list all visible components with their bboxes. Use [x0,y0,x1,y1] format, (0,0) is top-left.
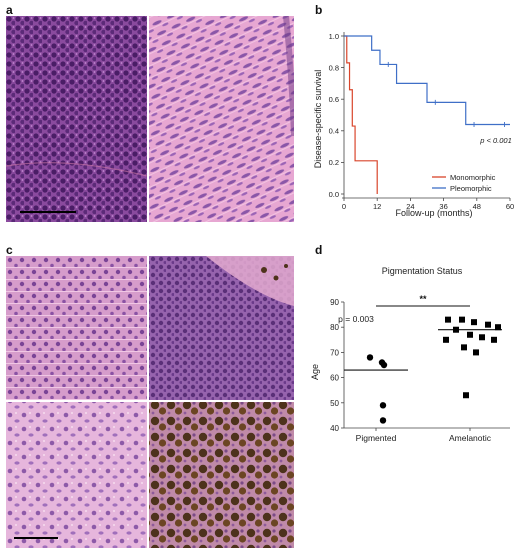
a-right-histology [149,16,294,222]
km-p-value: p < 0.001 [479,136,512,145]
km-y-axis-label: Disease-specific survival [313,70,323,169]
d-axes: 40 50 60 70 80 90 Pigmented Amelanotic [330,298,510,443]
panel-a-label: a [6,3,13,17]
d-x-tick-label: Pigmented [356,433,397,443]
km-x-tick-label: 48 [473,202,481,211]
km-x-tick-label: 12 [373,202,381,211]
km-y-tick-label: 0.0 [329,190,339,199]
d-point-pigmented [379,402,387,409]
d-chart-title: Pigmentation Status [382,266,463,276]
km-series-group [344,35,510,194]
d-y-tick-label: 80 [330,323,339,332]
d-point-pigmented [380,361,388,369]
d-point-amelanotic [485,321,491,328]
d-point-amelanotic [461,344,467,351]
km-y-tick-label: 0.8 [329,63,339,72]
d-point-amelanotic [471,319,477,326]
panel-c [6,256,294,548]
d-y-tick-label: 90 [330,298,339,307]
d-point-amelanotic [467,331,473,338]
d-point-amelanotic [459,316,465,323]
km-y-tick-label: 0.6 [329,95,339,104]
d-y-tick-label: 70 [330,348,339,357]
d-significance-stars: ** [419,294,427,304]
d-point-amelanotic [445,316,451,323]
d-p-value: p = 0.003 [338,314,374,324]
km-y-tick-label: 0.4 [329,127,339,136]
d-y-tick-label: 50 [330,399,339,408]
panel-d-label: d [315,243,323,257]
panel-d-chart: Pigmentation Status 40 50 60 70 80 90 Pigmente… [310,266,510,443]
d-point-amelanotic [463,392,469,399]
d-points-group [344,316,502,424]
d-y-axis-label: Age [310,364,320,380]
km-legend: Monomorphic Pleomorphic [432,173,496,193]
km-curve-pleomorphic [344,35,510,126]
c-bottom-left-histology [6,402,147,548]
km-x-tick-label: 60 [506,202,514,211]
km-y-tick-label: 0.2 [329,158,339,167]
panel-b-chart: 0.0 0.2 0.4 0.6 0.8 1.0 0 12 24 36 48 60 Disease-sp… [313,32,515,218]
c-top-left-histology [6,256,147,400]
d-point-amelanotic [491,336,497,343]
d-point-amelanotic [479,334,485,341]
km-legend-pleomorphic: Pleomorphic [450,184,492,193]
d-point-amelanotic [473,349,479,356]
km-x-tick-label: 36 [439,202,447,211]
km-axes: 0.0 0.2 0.4 0.6 0.8 1.0 0 12 24 36 48 60 [329,32,515,211]
c-bottom-right-histology [149,402,294,548]
d-x-tick-label: Amelanotic [449,433,492,443]
km-curve-monomorphic [344,35,378,194]
d-point-pigmented [366,354,374,361]
panel-a [6,16,294,222]
d-point-amelanotic [453,326,459,333]
d-point-amelanotic [443,336,449,343]
km-y-tick-label: 1.0 [329,32,339,41]
panel-b-label: b [315,3,323,17]
km-legend-monomorphic: Monomorphic [450,173,496,182]
d-y-tick-label: 60 [330,374,339,383]
d-point-amelanotic [495,324,501,331]
km-x-tick-label: 24 [406,202,414,211]
d-y-tick-label: 40 [330,424,339,433]
a-left-histology [6,16,147,222]
panel-c-label: c [6,243,13,257]
km-x-axis-label: Follow-up (months) [395,208,472,218]
d-point-pigmented [379,417,387,424]
km-x-tick-label: 0 [342,202,346,211]
